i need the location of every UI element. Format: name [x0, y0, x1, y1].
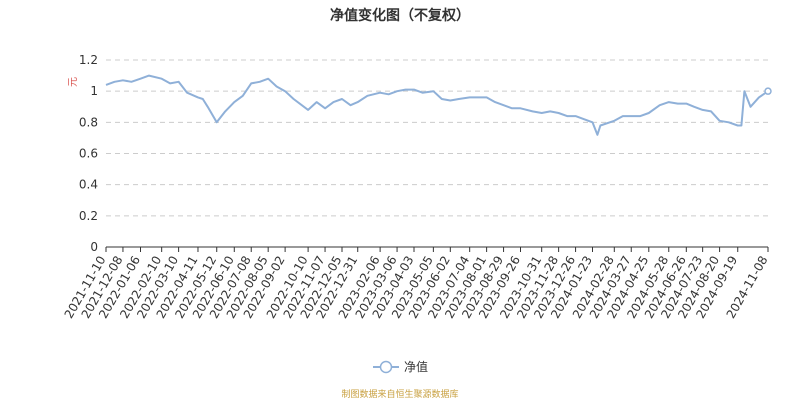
y-axis-label: 元 — [68, 77, 79, 87]
y-tick-label: 1 — [90, 84, 98, 98]
series-layer — [105, 74, 772, 136]
y-axis-ticks: 0 0.2 0.4 0.6 0.8 1 1.2 — [79, 53, 98, 254]
y-tick-label: 0.8 — [79, 115, 98, 129]
grid-lines — [106, 59, 768, 217]
y-tick-label: 1.2 — [79, 53, 98, 67]
y-tick-label: 0.6 — [79, 147, 98, 161]
x-axis: 2021-11-102021-12-082022-01-062022-02-10… — [62, 246, 771, 321]
series-line-net-value — [105, 74, 769, 136]
data-source-note: 制图数据来自恒生聚源数据库 — [341, 388, 458, 400]
legend-marker-icon — [379, 360, 393, 374]
legend[interactable]: 净值 — [373, 359, 428, 374]
y-tick-label: 0 — [90, 240, 98, 254]
legend-label: 净值 — [404, 359, 428, 374]
y-tick-label: 0.2 — [79, 209, 98, 223]
y-tick-label: 0.4 — [79, 178, 98, 192]
chart-title: 净值变化图（不复权） — [330, 7, 470, 24]
series-endpoint-marker — [764, 87, 772, 95]
